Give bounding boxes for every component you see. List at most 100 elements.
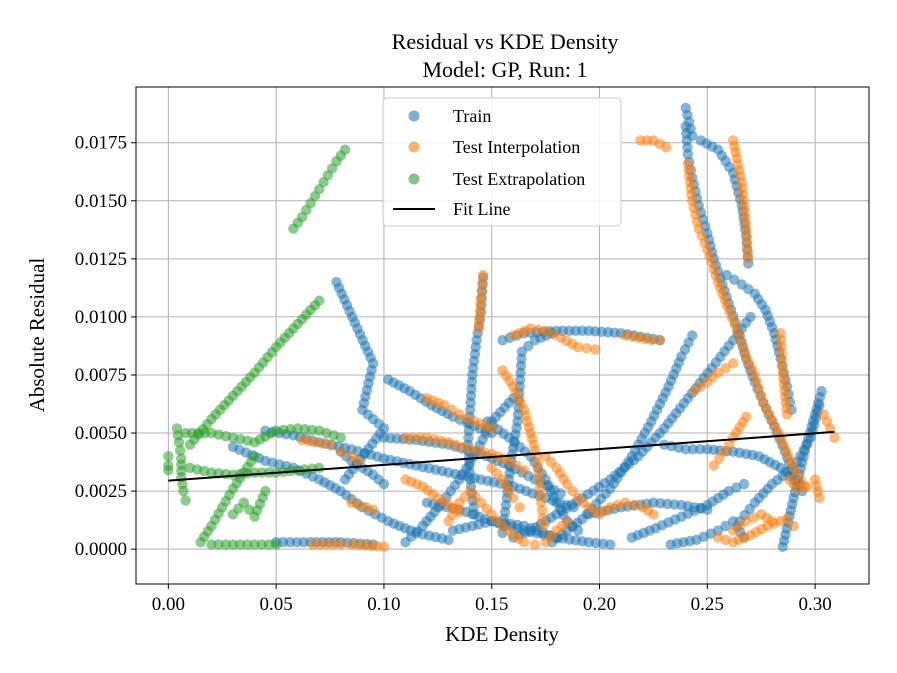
- data-point: [178, 485, 189, 497]
- x-tick-label: 0.15: [475, 594, 508, 615]
- data-point: [792, 483, 804, 494]
- data-point: [486, 423, 497, 434]
- data-point: [476, 285, 487, 296]
- data-point: [801, 481, 812, 492]
- data-point: [407, 432, 418, 443]
- y-tick-label: 0.0175: [75, 133, 127, 154]
- data-point: [694, 444, 706, 455]
- x-tick-label: 0.10: [367, 594, 400, 615]
- data-point: [727, 358, 739, 369]
- data-point: [766, 516, 778, 527]
- chart-title: Residual vs KDE Density: [392, 29, 619, 54]
- data-point: [503, 455, 515, 467]
- data-point: [712, 367, 724, 378]
- data-point: [534, 482, 546, 493]
- data-point: [242, 539, 253, 550]
- y-tick-label: 0.0125: [75, 249, 127, 270]
- data-point: [536, 497, 547, 508]
- data-point: [745, 311, 756, 323]
- data-point: [256, 467, 267, 478]
- legend-marker-test-interpolation: [408, 141, 420, 153]
- data-point: [568, 502, 579, 513]
- series-test-extrapolation: [163, 144, 351, 550]
- data-point: [816, 386, 827, 397]
- data-point: [446, 404, 458, 416]
- series-test-interpolation: [296, 135, 840, 553]
- legend-label-fit-line: Fit Line: [453, 199, 511, 219]
- x-tick-label: 0.20: [583, 594, 616, 615]
- data-point: [378, 541, 390, 553]
- data-point: [646, 334, 657, 346]
- y-tick-label: 0.0000: [75, 539, 127, 560]
- data-point: [590, 344, 601, 355]
- x-tick-label: 0.00: [152, 594, 185, 615]
- data-point: [628, 499, 640, 511]
- data-point: [572, 525, 584, 536]
- data-point: [561, 516, 573, 527]
- data-point: [220, 539, 232, 550]
- data-point: [227, 539, 239, 550]
- data-point: [180, 495, 191, 506]
- scatter-points: [163, 102, 840, 553]
- x-tick-label: 0.25: [691, 594, 724, 615]
- x-tick-label: 0.05: [260, 594, 293, 615]
- data-point: [680, 444, 691, 455]
- data-point: [535, 489, 546, 501]
- legend: Train Test Interpolation Test Extrapolat…: [382, 97, 622, 227]
- data-point: [508, 492, 519, 504]
- fit-line: [168, 430, 835, 482]
- y-tick-label: 0.0050: [75, 423, 127, 444]
- data-point: [324, 439, 336, 450]
- data-point: [173, 437, 185, 448]
- x-axis-label: KDE Density: [445, 622, 559, 646]
- data-point: [335, 432, 347, 443]
- data-point: [514, 502, 525, 513]
- data-point: [682, 149, 694, 160]
- data-point: [163, 451, 174, 462]
- data-point: [654, 334, 666, 346]
- data-point: [339, 474, 351, 485]
- data-point: [477, 277, 488, 289]
- data-point: [454, 506, 465, 518]
- data-point: [249, 539, 260, 550]
- data-point: [537, 512, 548, 524]
- data-point: [781, 513, 793, 525]
- data-point: [475, 293, 487, 304]
- data-point: [518, 465, 530, 476]
- data-point: [687, 330, 698, 341]
- data-point: [581, 343, 592, 354]
- data-point: [314, 295, 325, 306]
- legend-label-test-interpolation: Test Interpolation: [453, 137, 580, 157]
- data-point: [163, 465, 174, 476]
- y-tick-label: 0.0075: [75, 365, 127, 386]
- data-point: [743, 253, 754, 265]
- data-point: [443, 534, 454, 546]
- legend-marker-test-extrapolation: [408, 173, 420, 185]
- data-point: [824, 423, 836, 434]
- data-point: [721, 269, 732, 281]
- chart-subtitle: Model: GP, Run: 1: [422, 57, 587, 82]
- y-tick-label: 0.0150: [75, 191, 127, 212]
- data-point: [260, 485, 271, 497]
- data-point: [538, 520, 549, 532]
- data-point: [367, 504, 379, 515]
- data-point: [687, 444, 699, 455]
- legend-label-test-extrapolation: Test Extrapolation: [453, 169, 585, 189]
- y-axis-ticks: 0.0000 0.0025 0.0050 0.0075 0.0100 0.0125 0.01…: [75, 133, 136, 560]
- data-point: [788, 520, 799, 532]
- data-point: [720, 520, 731, 532]
- data-point: [335, 539, 347, 550]
- legend-box: [382, 97, 622, 227]
- data-point: [729, 274, 740, 285]
- x-tick-label: 0.30: [798, 594, 831, 615]
- data-point: [536, 505, 548, 516]
- data-point: [335, 446, 347, 457]
- data-point: [378, 478, 390, 490]
- data-point: [174, 445, 186, 456]
- data-point: [206, 539, 217, 550]
- data-point: [270, 539, 282, 550]
- data-point: [572, 341, 584, 353]
- data-point: [213, 539, 224, 550]
- data-point: [605, 539, 616, 550]
- data-point: [314, 462, 325, 474]
